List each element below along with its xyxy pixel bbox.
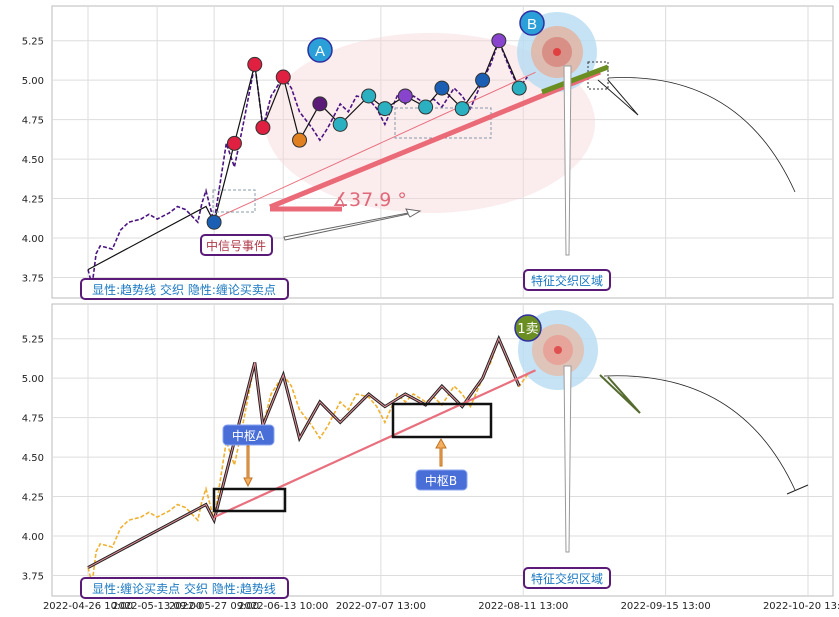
hub-b-box: 中枢B <box>415 469 468 491</box>
point-marker <box>206 214 222 230</box>
feature-zone-vertical-top <box>563 65 572 256</box>
y-tick-label: 5.25 <box>22 37 44 48</box>
point-marker <box>312 96 328 112</box>
series-trend-line <box>213 369 536 519</box>
projection-curve-top <box>607 77 796 193</box>
point-marker <box>397 88 413 104</box>
x-tick-label: 2022-09-15 13:00 <box>621 601 711 612</box>
y-tick-label: 4.00 <box>22 532 44 543</box>
end-arrow-bottom <box>599 374 641 414</box>
point-a-badge: A <box>307 37 333 63</box>
point-marker <box>292 132 308 148</box>
point-b-label: B <box>527 16 537 33</box>
y-tick-label: 4.75 <box>22 116 44 127</box>
green-end-segment <box>541 64 609 95</box>
top-legend-box: 显性:趋势线 交织 隐性:缠论买卖点 <box>80 278 289 300</box>
y-tick-label: 4.75 <box>22 414 44 425</box>
series-trend-line <box>213 71 536 220</box>
hub-a-box: 中枢A <box>222 424 275 446</box>
sell-1-label: 1卖 <box>517 322 538 337</box>
y-tick-label: 5.25 <box>22 335 44 346</box>
y-tick-label: 3.75 <box>22 273 44 284</box>
x-tick-label: 2022-05-27 09:00 <box>169 601 259 612</box>
feature-zone-bottom-label: 特征交织区域 <box>531 571 603 586</box>
hub-a-pointer <box>243 445 253 488</box>
y-tick-label: 4.00 <box>22 234 44 245</box>
projection-tick-bottom <box>786 484 809 495</box>
top-panel <box>51 5 834 299</box>
x-tick-label: 2022-06-13 10:00 <box>238 601 328 612</box>
point-markers <box>206 33 527 230</box>
point-marker <box>454 101 470 117</box>
hub-b-pointer <box>435 437 447 467</box>
y-tick-label: 3.75 <box>22 571 44 582</box>
top-legend-label: 显性:趋势线 交织 隐性:缠论买卖点 <box>92 282 276 297</box>
projection-curve-bottom <box>603 375 796 491</box>
series-price-line <box>87 38 528 286</box>
hollow-arrow <box>283 208 422 241</box>
point-marker <box>418 99 434 115</box>
point-marker <box>377 101 393 117</box>
signal-event-box: 中信号事件 <box>200 234 273 256</box>
feature-zone-top-label: 特征交织区域 <box>531 273 603 288</box>
x-tick-label: 2022-05-13 09:00 <box>112 601 202 612</box>
cloud-ellipse <box>265 33 595 213</box>
point-marker <box>475 72 491 88</box>
thick-trend-top <box>269 69 601 210</box>
point-marker <box>332 116 348 132</box>
feature-zone-top-box: 特征交织区域 <box>523 269 611 291</box>
signal-event-label: 中信号事件 <box>206 238 266 253</box>
point-marker <box>434 80 450 96</box>
point-b-badge: B <box>519 10 545 36</box>
angle-label: ∡37.9 ° <box>332 189 407 211</box>
point-a-label: A <box>315 43 325 60</box>
y-tick-label: 5.00 <box>22 374 44 385</box>
hub-a-label: 中枢A <box>232 428 265 443</box>
y-tick-label: 5.00 <box>22 76 44 87</box>
point-marker <box>255 120 271 136</box>
feature-zone-vertical-bottom <box>563 365 572 553</box>
hub-b-label: 中枢B <box>425 473 457 488</box>
hub-b-box-top <box>394 107 492 139</box>
x-tick-label: 2022-10-20 13:00 <box>763 601 839 612</box>
x-tick-label: 2022-08-11 13:00 <box>478 601 568 612</box>
y-tick-label: 4.25 <box>22 493 44 504</box>
x-tick-label: 2022-07-07 13:00 <box>336 601 426 612</box>
point-marker <box>226 135 242 151</box>
hub-a-box-top <box>212 189 256 213</box>
sell-1-badge: 1卖 <box>514 314 542 342</box>
hub-b-box-bottom <box>391 402 493 439</box>
bottom-legend-box: 显性:缠论买卖点 交织 隐性:趋势线 <box>80 577 289 599</box>
point-marker <box>361 88 377 104</box>
y-tick-label: 4.25 <box>22 195 44 206</box>
axis-ticks: 3.75 4.00 4.25 4.50 4.75 5.00 5.25 3.75 4.00 4.25… <box>22 37 839 612</box>
feature-zone-bottom-box: 特征交织区域 <box>523 567 611 589</box>
series-price-line <box>87 336 528 584</box>
hub-a-box-bottom <box>212 487 287 513</box>
y-tick-label: 4.50 <box>22 453 44 464</box>
point-marker <box>511 80 527 96</box>
bottom-legend-label: 显性:缠论买卖点 交织 隐性:趋势线 <box>92 581 276 596</box>
point-marker <box>275 69 291 85</box>
x-tick-label: 2022-04-26 10:00 <box>43 601 133 612</box>
y-tick-label: 4.50 <box>22 155 44 166</box>
point-marker <box>247 56 263 72</box>
end-arrow-top <box>597 79 639 116</box>
point-marker <box>491 33 507 49</box>
